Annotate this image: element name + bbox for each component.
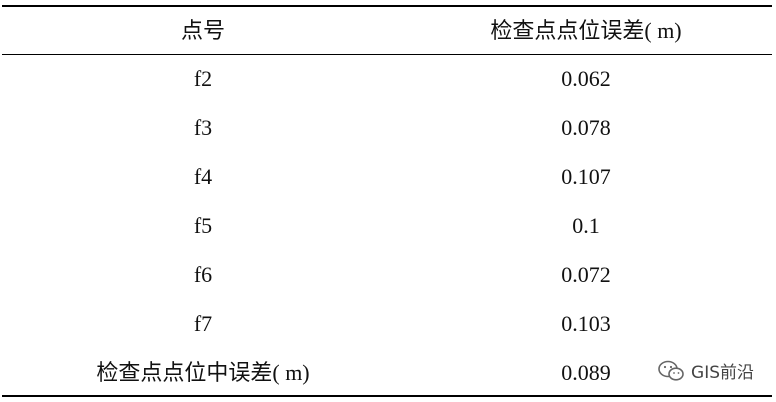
value-cell: 0.107 (561, 164, 611, 189)
value-cell: 0.1 (572, 213, 600, 238)
point-cell: f3 (193, 115, 213, 140)
header-rule (2, 54, 772, 55)
top-rule (2, 5, 772, 7)
header-cell: 点号 (180, 18, 226, 43)
bottom-rule (2, 395, 772, 397)
value-cell: 0.078 (561, 115, 611, 140)
point-cell: f5 (193, 213, 213, 238)
point-cell: f7 (193, 311, 213, 336)
value-cell: 0.089 (561, 360, 611, 385)
point-cell: f2 (193, 66, 213, 91)
value-cell: 0.062 (561, 66, 611, 91)
point-cell: 检查点点位中误差( m) (96, 360, 310, 385)
value-cell: 0.072 (561, 262, 611, 287)
watermark-text: GIS前沿 (691, 363, 754, 383)
value-cell: 0.103 (561, 311, 611, 336)
wechat-icon (658, 360, 684, 381)
header-cell: 检查点点位误差( m) (490, 18, 682, 43)
point-cell: f4 (193, 164, 213, 189)
point-cell: f6 (193, 262, 213, 287)
watermark: GIS前沿 (657, 358, 754, 383)
